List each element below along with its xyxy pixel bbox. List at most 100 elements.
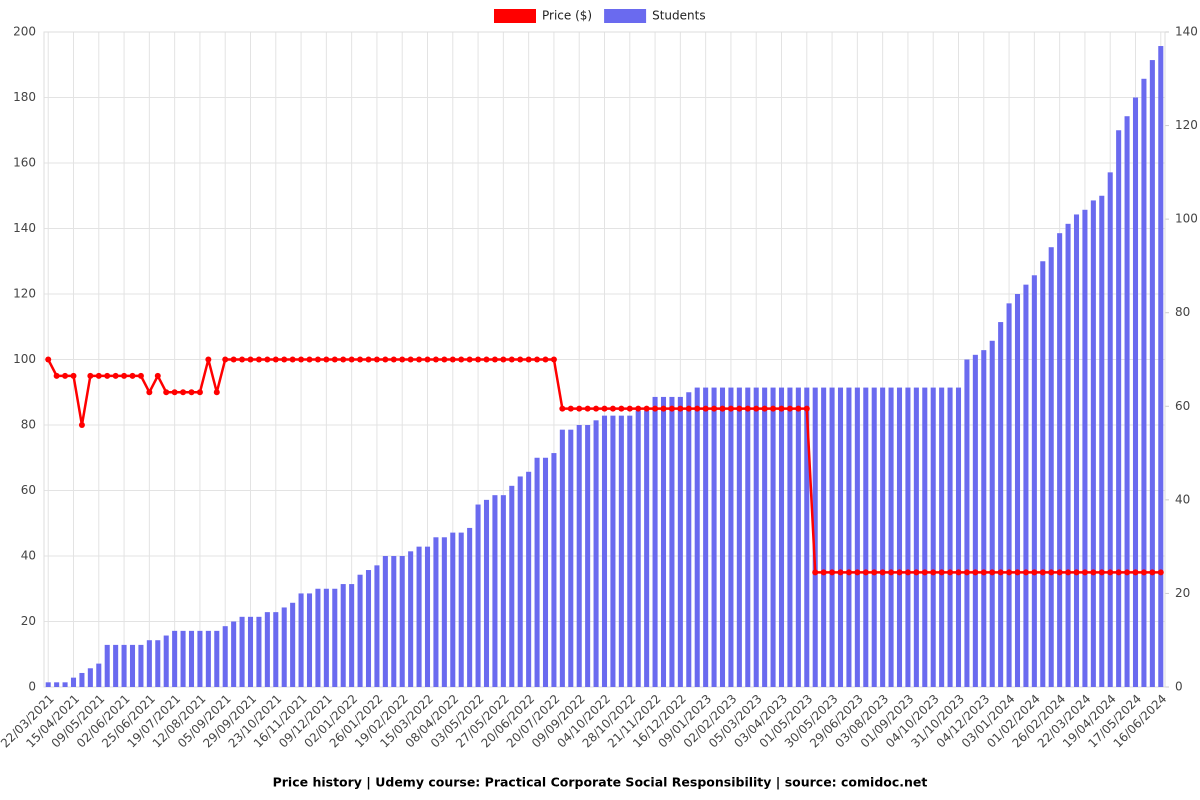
y2-tick-label: 120 <box>1175 118 1198 132</box>
price-marker <box>432 356 439 363</box>
price-marker <box>255 356 262 363</box>
price-marker <box>323 356 330 363</box>
bar <box>972 354 978 687</box>
bar <box>416 546 422 687</box>
bar <box>96 663 102 687</box>
y-tick-label: 0 <box>28 680 36 694</box>
bar <box>408 551 414 687</box>
bar <box>905 387 911 687</box>
price-marker <box>1132 569 1139 576</box>
price-marker <box>373 356 380 363</box>
price-marker <box>289 356 296 363</box>
legend-swatch <box>494 9 536 23</box>
bar <box>1040 261 1046 687</box>
bar <box>129 644 136 687</box>
bar <box>45 682 51 687</box>
bar <box>559 429 565 687</box>
price-marker <box>972 569 979 576</box>
price-marker <box>1048 569 1055 576</box>
bar <box>913 387 919 687</box>
price-marker <box>449 356 456 363</box>
price-marker <box>719 405 726 412</box>
bar <box>467 527 473 687</box>
bar <box>256 616 262 687</box>
bar <box>298 593 304 687</box>
y-tick-label: 200 <box>13 25 36 39</box>
price-marker <box>1006 569 1013 576</box>
bar <box>1023 284 1029 687</box>
bar <box>964 359 970 687</box>
price-marker <box>1149 569 1156 576</box>
price-marker <box>281 356 288 363</box>
bar <box>719 387 726 687</box>
bar <box>787 387 793 687</box>
price-marker <box>685 405 692 412</box>
price-marker <box>559 405 566 412</box>
price-marker <box>475 356 482 363</box>
bar <box>711 387 717 687</box>
price-marker <box>306 356 313 363</box>
bar <box>694 387 700 687</box>
bar <box>315 588 321 687</box>
bar <box>197 630 203 687</box>
price-marker <box>348 356 355 363</box>
price-marker <box>53 372 60 379</box>
price-marker <box>643 405 650 412</box>
price-marker <box>458 356 465 363</box>
bar <box>1057 233 1063 687</box>
bar <box>399 556 405 687</box>
price-marker <box>1065 569 1072 576</box>
bar <box>745 387 751 687</box>
price-marker <box>980 569 987 576</box>
bar <box>424 546 431 687</box>
bar <box>568 429 574 687</box>
y-tick-label: 140 <box>13 221 36 235</box>
price-marker <box>635 405 642 412</box>
price-marker <box>180 389 187 396</box>
price-marker <box>525 356 532 363</box>
y2-tick-label: 140 <box>1175 25 1198 39</box>
bar <box>821 387 827 687</box>
price-marker <box>668 405 675 412</box>
price-marker <box>1098 569 1105 576</box>
bar <box>863 387 869 687</box>
price-marker <box>913 569 920 576</box>
bar <box>231 621 237 687</box>
price-marker <box>1081 569 1088 576</box>
bar <box>1141 78 1147 688</box>
bar <box>534 457 540 687</box>
y2-tick-label: 100 <box>1175 212 1198 226</box>
price-marker <box>399 356 406 363</box>
price-marker <box>770 405 777 412</box>
bar <box>930 387 936 687</box>
bar <box>104 644 110 687</box>
price-marker <box>314 356 321 363</box>
price-marker <box>567 405 574 412</box>
price-marker <box>997 569 1004 576</box>
price-marker <box>660 405 667 412</box>
price-marker <box>930 569 937 576</box>
y2-tick-label: 60 <box>1175 399 1190 413</box>
bar <box>576 425 582 687</box>
bar <box>1107 172 1113 687</box>
price-marker <box>357 356 364 363</box>
bar <box>433 537 439 687</box>
price-marker <box>753 405 760 412</box>
price-marker <box>1090 569 1097 576</box>
price-marker <box>441 356 448 363</box>
bar <box>778 387 785 687</box>
price-marker <box>239 356 246 363</box>
bar <box>290 602 296 687</box>
bar <box>728 387 734 687</box>
bar <box>239 616 245 687</box>
bar <box>736 387 742 687</box>
price-marker <box>491 356 498 363</box>
bar <box>70 677 77 687</box>
bar <box>500 495 506 687</box>
bar <box>113 644 119 687</box>
bar <box>475 504 481 687</box>
price-marker <box>154 372 161 379</box>
bar <box>593 420 599 687</box>
price-marker <box>121 372 128 379</box>
